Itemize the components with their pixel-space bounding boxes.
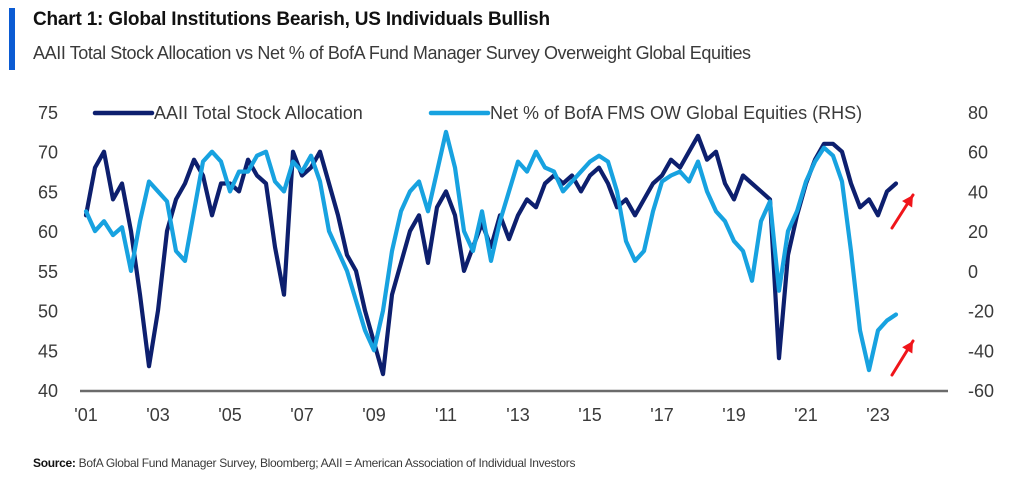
source-text: BofA Global Fund Manager Survey, Bloombe… (78, 456, 576, 470)
series-line-aaii (83, 133, 899, 377)
arrow-up-right-icon (890, 193, 915, 230)
right-tick-label: -20 (968, 302, 994, 322)
x-tick-label: '09 (362, 405, 385, 425)
x-tick-label: '11 (435, 405, 457, 425)
x-tick-label: '13 (506, 405, 529, 425)
left-tick-label: 55 (38, 262, 58, 282)
right-tick-label: 0 (968, 262, 978, 282)
series-layer (83, 129, 899, 377)
x-tick-label: '15 (578, 405, 601, 425)
x-tick-label: '21 (794, 405, 817, 425)
chart-subtitle: AAII Total Stock Allocation vs Net % of … (33, 43, 751, 63)
x-tick-label: '17 (650, 405, 673, 425)
left-axis: 75 70 65 60 55 50 45 40 (38, 103, 58, 401)
left-tick-label: 50 (38, 302, 58, 322)
left-tick-label: 40 (38, 381, 58, 401)
series-line-fms (83, 129, 899, 373)
left-tick-label: 65 (38, 182, 58, 202)
legend-label-fms: Net % of BofA FMS OW Global Equities (RH… (490, 103, 862, 123)
chart-title: Chart 1: Global Institutions Bearish, US… (33, 9, 550, 30)
x-tick-label: '05 (218, 405, 241, 425)
legend-label-aaii: AAII Total Stock Allocation (154, 103, 363, 123)
left-tick-label: 60 (38, 222, 58, 242)
x-tick-label: '01 (74, 405, 97, 425)
right-tick-label: -40 (968, 341, 994, 361)
right-tick-label: 20 (968, 222, 988, 242)
x-tick-label: '07 (290, 405, 313, 425)
right-tick-label: 60 (968, 143, 988, 163)
source-note: Source: BofA Global Fund Manager Survey,… (33, 456, 575, 470)
right-tick-label: -60 (968, 381, 994, 401)
left-tick-label: 75 (38, 103, 58, 123)
right-tick-label: 40 (968, 182, 988, 202)
x-tick-label: '19 (722, 405, 745, 425)
source-label: Source: (33, 456, 76, 470)
right-tick-label: 80 (968, 103, 988, 123)
arrow-up-right-icon (890, 339, 915, 377)
title-accent-bar (9, 8, 15, 70)
legend: AAII Total Stock Allocation Net % of Bof… (92, 103, 862, 123)
annotation-arrows (890, 193, 915, 377)
x-tick-label: '03 (146, 405, 169, 425)
x-tick-label: '23 (866, 405, 889, 425)
right-axis: 80 60 40 20 0 -20 -40 -60 (968, 103, 994, 401)
x-axis: '01 '03 '05 '07 '09 '11 '13 '15 '17 '19 '21 '23 (74, 405, 889, 425)
left-tick-label: 45 (38, 341, 58, 361)
left-tick-label: 70 (38, 143, 58, 163)
